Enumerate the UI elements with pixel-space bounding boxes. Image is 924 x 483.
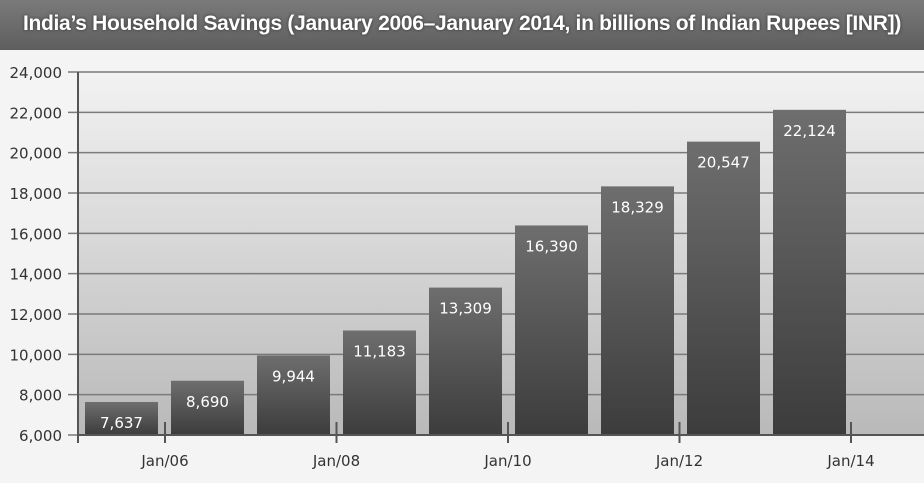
bar bbox=[343, 330, 416, 435]
x-tick-label: Jan/14 bbox=[826, 452, 874, 470]
data-label: 13,309 bbox=[439, 300, 492, 318]
y-tick-label: 8,000 bbox=[19, 387, 62, 405]
bar bbox=[515, 225, 588, 435]
y-tick-label: 22,000 bbox=[10, 104, 63, 122]
data-label: 11,183 bbox=[353, 342, 406, 360]
bar bbox=[687, 141, 760, 435]
data-label: 22,124 bbox=[783, 122, 836, 140]
x-tick-label: Jan/06 bbox=[140, 452, 188, 470]
bar bbox=[257, 355, 330, 435]
y-tick-label: 24,000 bbox=[10, 64, 63, 82]
data-label: 7,637 bbox=[100, 414, 143, 432]
y-tick-label: 12,000 bbox=[10, 306, 63, 324]
y-tick-label: 18,000 bbox=[10, 185, 63, 203]
bar bbox=[85, 401, 158, 435]
y-tick-label: 10,000 bbox=[10, 346, 63, 364]
data-label: 20,547 bbox=[697, 154, 750, 172]
bar bbox=[429, 287, 502, 435]
data-label: 18,329 bbox=[611, 198, 664, 216]
bar bbox=[773, 109, 846, 435]
data-label: 8,690 bbox=[186, 393, 229, 411]
y-tick-label: 14,000 bbox=[10, 266, 63, 284]
y-tick-label: 16,000 bbox=[10, 225, 63, 243]
bar bbox=[171, 380, 244, 435]
bar bbox=[601, 186, 674, 435]
data-label: 16,390 bbox=[525, 237, 578, 255]
title-bar bbox=[0, 0, 924, 50]
chart-title: India’s Household Savings (January 2006–… bbox=[22, 12, 902, 35]
y-tick-label: 6,000 bbox=[19, 427, 62, 445]
x-tick-label: Jan/08 bbox=[312, 452, 360, 470]
y-tick-label: 20,000 bbox=[10, 145, 63, 163]
x-tick-label: Jan/10 bbox=[483, 452, 531, 470]
x-tick-label: Jan/12 bbox=[655, 452, 703, 470]
data-label: 9,944 bbox=[272, 367, 315, 385]
